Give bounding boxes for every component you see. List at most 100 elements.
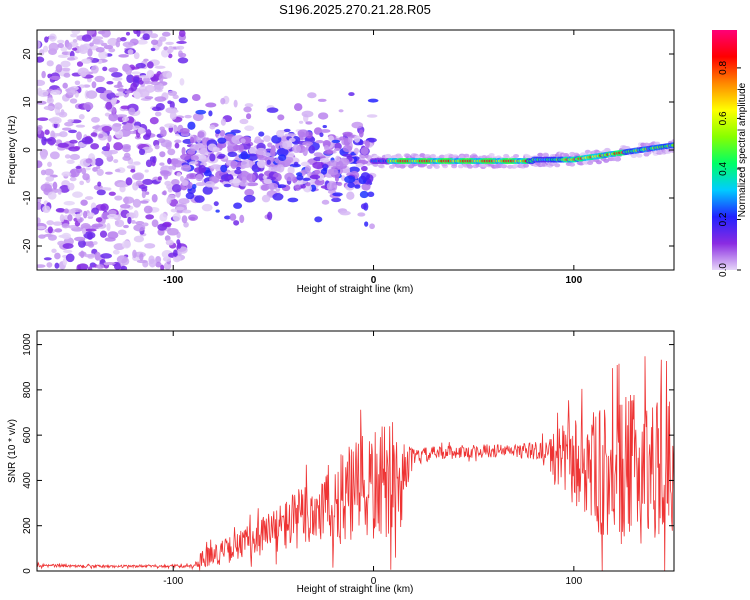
spectrogram-cell <box>269 148 276 157</box>
spectrogram-cell <box>321 199 330 205</box>
spectrogram-cell <box>670 148 674 153</box>
spectrogram-cell <box>61 127 72 131</box>
spectrogram-cell <box>152 156 157 164</box>
spectrogram-cell <box>301 169 308 175</box>
spectrogram-cell <box>116 37 122 43</box>
spectrogram-cell <box>355 163 364 168</box>
spectrogram-cell <box>174 142 180 149</box>
spectrogram-cell <box>636 153 643 158</box>
spectrogram-cell <box>112 76 123 82</box>
spectrogram-cell <box>229 179 242 184</box>
spectrogram-cell <box>62 67 71 72</box>
spectrogram-cell <box>144 169 149 173</box>
spectrogram-cell <box>202 186 213 195</box>
spectrogram-cell <box>135 180 143 186</box>
spectrogram-cell <box>164 123 176 128</box>
spectrogram-cell <box>244 125 255 131</box>
spectrogram-cell <box>137 127 146 134</box>
spectrogram-cell <box>126 74 134 84</box>
spectrogram-cell <box>347 136 353 144</box>
spectrogram-cell <box>77 239 86 248</box>
spectrogram-cell <box>61 171 72 177</box>
spectrogram-cell <box>66 159 75 165</box>
spectrogram-cell <box>61 232 71 240</box>
spectrogram-cell <box>130 169 136 173</box>
spectrogram-cell <box>38 90 49 98</box>
spectrogram-cell <box>336 181 343 187</box>
spectrogram-cell <box>595 160 602 165</box>
spectrogram-x-label: Height of straight line (km) <box>297 284 414 295</box>
spectrogram-cell <box>54 252 61 260</box>
spectrogram-cell <box>85 158 93 164</box>
spectrogram-cell <box>131 71 141 75</box>
spectrogram-cell <box>488 153 495 158</box>
spectrogram-cell <box>114 219 125 228</box>
spectrogram-cell <box>106 222 111 232</box>
spectrogram-cell <box>233 202 243 209</box>
spectrogram-cell <box>195 109 207 115</box>
spectrogram-cell <box>180 153 191 161</box>
spectrogram-cell <box>175 206 185 211</box>
spectrogram-cell <box>239 214 245 224</box>
spectrogram-cell <box>159 73 164 83</box>
spectrogram-cell <box>123 224 129 229</box>
spectrogram-cell <box>160 129 167 137</box>
spectrogram-cell <box>283 128 291 133</box>
snr-panel: -100 0 100 0 200 400 600 800 1000 Height of str… <box>7 330 675 595</box>
spectrogram-cell <box>74 80 81 86</box>
spectrogram-cell <box>116 255 128 264</box>
spectrogram-cell <box>101 125 112 132</box>
snr-frame <box>36 330 675 572</box>
spectrogram-cell <box>230 160 237 169</box>
spectrogram-cell <box>360 147 369 156</box>
spectrogram-cell <box>168 165 176 170</box>
spectrogram-cell <box>50 89 61 95</box>
spectrogram-cell <box>62 82 68 89</box>
spectrogram-cell <box>323 149 334 155</box>
spectrogram-cell <box>284 172 295 182</box>
spectrogram-cell <box>83 253 96 258</box>
y-tick-label: -10 <box>22 190 33 205</box>
spectrogram-cell <box>339 136 346 141</box>
spectrogram-cell <box>43 257 52 261</box>
spectrogram-cell <box>78 45 89 54</box>
spectrogram-cell <box>369 223 375 230</box>
spectrogram-cell <box>106 187 112 191</box>
spectrogram-cell <box>71 30 81 35</box>
spectrogram-cell <box>104 237 116 242</box>
spectrogram-cell <box>87 266 93 270</box>
spectrogram-cell <box>133 235 145 243</box>
spectrogram-cell <box>163 46 169 51</box>
y-tick-label: 0 <box>22 568 33 574</box>
spectrogram-cell <box>133 161 141 165</box>
spectrogram-cell <box>179 127 190 134</box>
spectrogram-cell <box>524 154 531 159</box>
spectrogram-cell <box>37 40 41 49</box>
spectrogram-cell <box>643 142 650 147</box>
spectrogram-cell <box>360 172 371 181</box>
spectrogram-cell <box>258 173 265 181</box>
spectrogram-cell <box>244 188 255 197</box>
spectrogram-cell <box>357 212 366 217</box>
spectrogram-cell <box>69 177 77 182</box>
spectrogram-cell <box>257 155 268 161</box>
spectrogram-cell <box>353 147 359 155</box>
spectrogram-cell <box>162 190 167 196</box>
spectrogram-cell <box>358 129 364 138</box>
spectrogram-cell <box>671 139 674 143</box>
spectrogram-cell <box>55 139 62 145</box>
spectrogram-cell <box>346 191 355 200</box>
spectrogram-cell <box>170 208 178 213</box>
spectrogram-cell <box>189 161 199 165</box>
spectrogram-cell <box>101 30 111 38</box>
spectrogram-cell <box>160 264 165 270</box>
spectrogram-cell <box>154 96 167 102</box>
spectrogram-cell <box>317 98 327 102</box>
spectrogram-cell <box>44 36 49 43</box>
spectrogram-cell <box>94 75 105 83</box>
spectrogram-cell <box>364 140 370 149</box>
spectrogram-cell <box>155 255 162 264</box>
spectrogram-cell <box>178 30 186 38</box>
spectrogram-cell <box>292 144 302 153</box>
spectrogram-cell <box>159 151 166 158</box>
